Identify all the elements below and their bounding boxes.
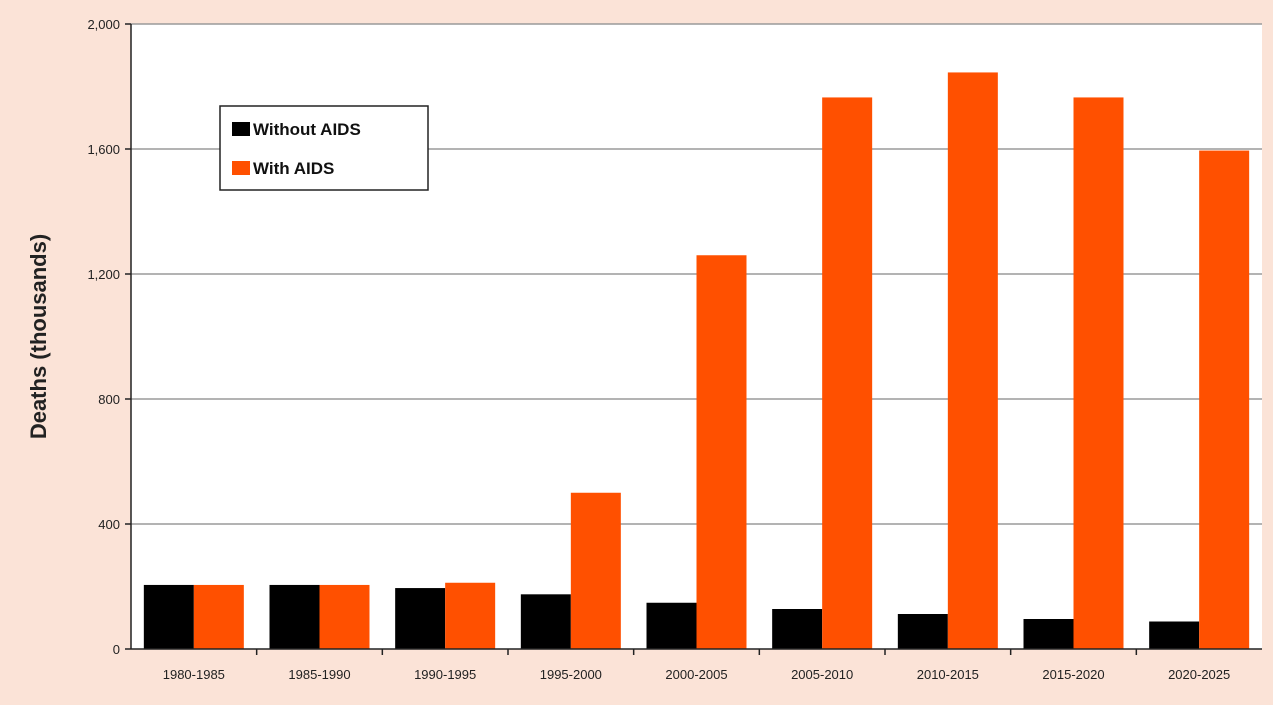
x-tick-label: 2005-2010: [791, 667, 853, 682]
x-tick-label: 2020-2025: [1168, 667, 1230, 682]
bar-with-aids: [1073, 97, 1124, 649]
bar-without-aids: [1149, 621, 1200, 649]
bar-with-aids: [193, 584, 244, 649]
legend-swatch-without-aids: [232, 122, 250, 136]
bar-with-aids: [822, 97, 873, 649]
y-tick-label: 400: [98, 517, 120, 532]
bar-without-aids: [520, 594, 571, 649]
bar-without-aids: [1023, 619, 1074, 649]
x-tick-label: 1990-1995: [414, 667, 476, 682]
x-tick-label: 2015-2020: [1042, 667, 1104, 682]
legend-swatch-with-aids: [232, 161, 250, 175]
bar-without-aids: [143, 584, 194, 649]
bar-with-aids: [947, 72, 998, 649]
bar-without-aids: [269, 584, 320, 649]
bar-with-aids: [570, 492, 621, 649]
y-tick-label: 2,000: [87, 17, 120, 32]
x-tick-label: 1985-1990: [288, 667, 350, 682]
bar-with-aids: [319, 584, 370, 649]
bar-with-aids: [696, 255, 747, 649]
bar-without-aids: [395, 588, 446, 649]
x-tick-label: 2000-2005: [665, 667, 727, 682]
axes: 0 400 800 1,200 1,600 2,000 1980-1985 1985-1990…: [87, 17, 1262, 682]
y-tick-label: 1,600: [87, 142, 120, 157]
bars: [143, 72, 1250, 649]
bar-with-aids: [445, 582, 496, 649]
bar-without-aids: [772, 609, 823, 649]
x-tick-label: 2010-2015: [917, 667, 979, 682]
legend-box: [219, 105, 429, 191]
bar-without-aids: [897, 614, 948, 649]
x-tick-label: 1980-1985: [163, 667, 225, 682]
legend-label-without-aids: Without AIDS: [253, 120, 361, 139]
bar-with-aids: [1199, 150, 1250, 649]
legend-label-with-aids: With AIDS: [253, 159, 334, 178]
legend: Without AIDS With AIDS: [219, 105, 429, 191]
bar-without-aids: [646, 602, 697, 649]
y-tick-label: 1,200: [87, 267, 120, 282]
y-tick-label: 800: [98, 392, 120, 407]
x-tick-label: 1995-2000: [540, 667, 602, 682]
y-axis-label: Deaths (thousands): [26, 234, 51, 439]
y-tick-label: 0: [113, 642, 120, 657]
